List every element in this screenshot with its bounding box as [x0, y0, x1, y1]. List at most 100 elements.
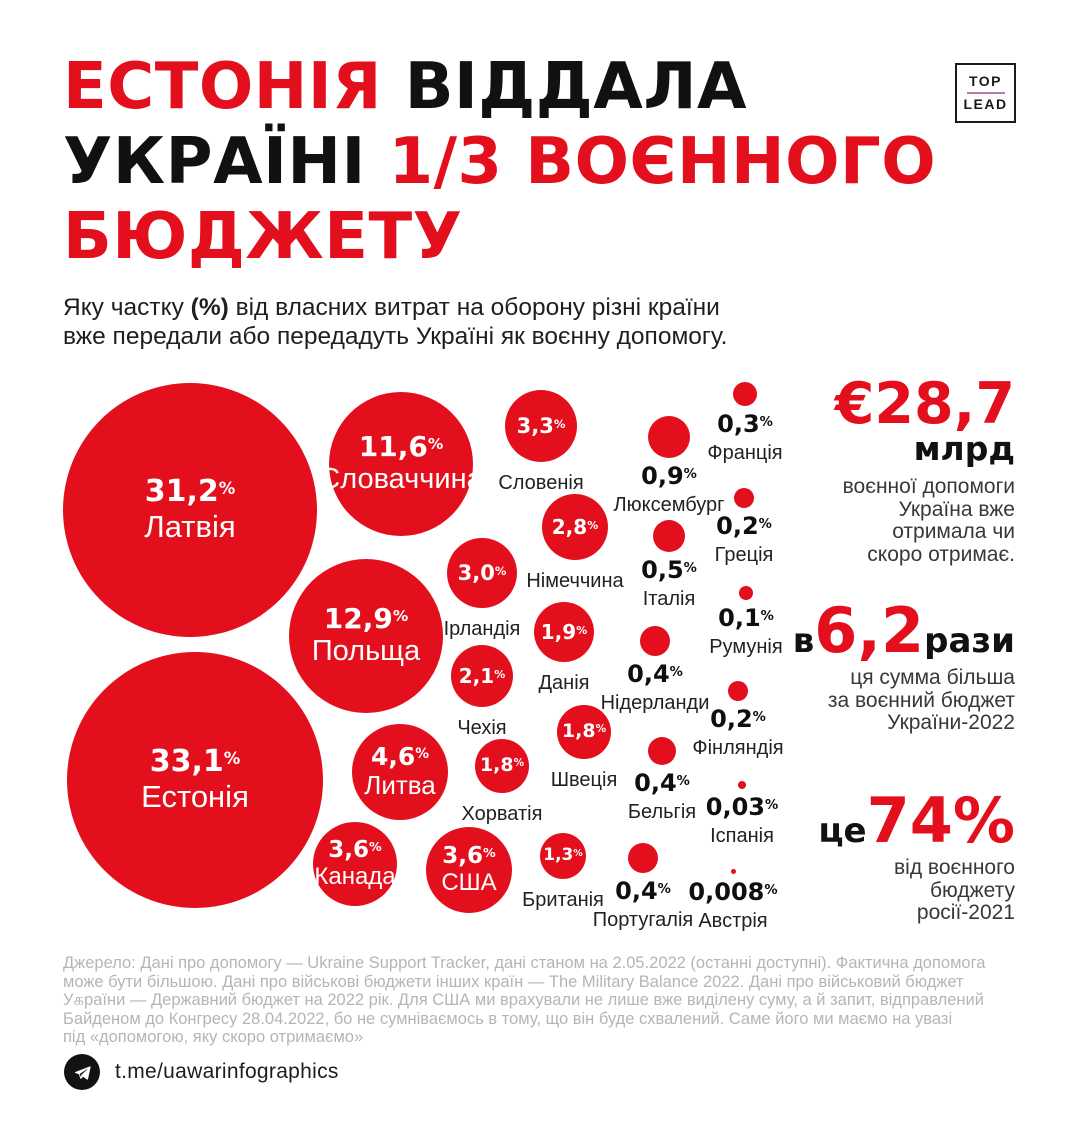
chart-bubble: 2,1% — [451, 645, 513, 707]
bubble-label: 0,4% Бельгія — [552, 770, 772, 823]
source-note: Джерело: Дані про допомогу — Ukraine Sup… — [63, 954, 986, 1047]
bubble-value: 0,4% — [627, 660, 683, 688]
chart-bubble: 1,8% — [557, 705, 611, 759]
toplead-logo-lead: LEAD — [963, 96, 1008, 112]
bubble-label: 0,4% Нідерланди — [545, 661, 765, 714]
bubble-name: Австрія — [698, 909, 768, 932]
percent-sign: % — [683, 561, 697, 577]
percent-sign: % — [764, 882, 778, 898]
percent-sign: % — [758, 517, 772, 533]
percent-sign: % — [573, 848, 583, 860]
percent-sign: % — [223, 748, 241, 768]
title-word-red: ЕСТОНІЯ — [63, 50, 382, 124]
bubble-name: Латвія — [144, 509, 236, 545]
bubble-value: 0,3% — [717, 410, 773, 438]
chart-bubble — [628, 843, 658, 873]
bubble-label: Хорватія — [392, 803, 612, 825]
stat-prefix: це — [818, 811, 867, 851]
stat-total-aid-value: €28,7 — [834, 371, 1015, 437]
percent-sign: % — [683, 467, 697, 483]
bubble-chart: 31,2% Латвія 33,1% Естонія 11,6% Словаччина 12… — [63, 382, 784, 932]
percent-sign: % — [427, 435, 444, 454]
chart-bubble: 3,0% — [447, 538, 517, 608]
percent-sign: % — [752, 710, 766, 726]
telegram-row: t.me/uawarinfographics — [64, 1054, 339, 1090]
bubble-value: 0,4% — [634, 769, 690, 797]
bubble-label: Швеція — [474, 769, 694, 791]
bubble-value: 1,9% — [540, 619, 588, 644]
page-title-line-1: ЕСТОНІЯ ВІДДАЛА — [63, 50, 936, 125]
bubble-text: 33,1% Естонія — [141, 743, 249, 815]
subtitle-text: Яку частку — [63, 294, 191, 321]
stat-russia-budget-value: 74% — [866, 784, 1015, 857]
chart-bubble — [730, 868, 736, 874]
bubble-value: 0,5% — [641, 556, 697, 584]
bubble-text: 12,9% Польща — [312, 603, 420, 669]
title-word-black: УКРАЇНІ — [63, 125, 389, 199]
bubble-value: 3,0% — [457, 560, 507, 585]
title-word-red: 1/3 ВОЄННОГО — [388, 125, 937, 199]
bubble-name: Чехія — [457, 717, 507, 739]
percent-sign: % — [657, 882, 671, 898]
bubble-label: Британія — [453, 889, 673, 911]
bubble-value: 2,1% — [458, 663, 506, 688]
chart-bubble — [734, 488, 754, 508]
bubble-name: Ірландія — [443, 618, 521, 640]
subtitle-bold-percent: (%) — [190, 294, 229, 321]
percent-sign: % — [587, 518, 599, 532]
stat-prefix: в — [792, 621, 815, 661]
percent-sign: % — [494, 563, 507, 578]
bubble-text: 3,3% — [517, 414, 566, 438]
bubble-label: 0,03% Іспанія — [632, 794, 852, 847]
bubble-name: Румунія — [709, 636, 783, 658]
bubble-value: 1,3% — [543, 845, 583, 866]
chart-bubble — [640, 626, 670, 656]
bubble-label: 0,3% Франція — [635, 411, 855, 464]
chart-bubble: 12,9% Польща — [289, 559, 443, 713]
stat-times-budget-desc: ця сумма більша за воєнний бюджет Україн… — [827, 666, 1015, 734]
stat-suffix: рази — [924, 621, 1015, 661]
toplead-logo-divider — [966, 92, 1005, 94]
bubble-label: Німеччина — [465, 570, 685, 592]
percent-sign: % — [759, 415, 773, 431]
bubble-name: Італія — [642, 588, 696, 610]
percent-sign: % — [669, 665, 683, 681]
bubble-value: 1,8% — [561, 720, 607, 743]
chart-bubble — [738, 781, 746, 789]
bubble-label: 0,5% Італія — [559, 557, 779, 610]
bubble-label: 0,2% Фінляндія — [628, 706, 848, 759]
stat-total-aid-desc: воєнної допомоги Україна вже отримала чи… — [842, 475, 1015, 566]
bubble-value: 0,008% — [688, 877, 778, 906]
bubble-value: 2,8% — [551, 514, 599, 539]
percent-sign: % — [415, 746, 430, 763]
bubble-value: 3,6% — [328, 836, 382, 863]
chart-bubble: 31,2% Латвія — [63, 383, 317, 637]
bubble-name: Естонія — [141, 779, 249, 815]
subtitle: Яку частку (%) від власних витрат на обо… — [63, 293, 727, 351]
bubble-label: Данія — [454, 672, 674, 694]
chart-bubble: 1,8% — [475, 739, 529, 793]
bubble-text: 3,6% США — [441, 843, 496, 897]
bubble-name: Іспанія — [710, 825, 774, 847]
chart-bubble: 3,6% Канада — [313, 822, 397, 906]
bubble-value: 33,1% — [149, 743, 241, 779]
bubble-text: 11,6% Словаччина — [319, 431, 482, 497]
percent-sign: % — [676, 774, 690, 790]
bubble-name: США — [441, 869, 497, 897]
bubble-label: 0,9% Люксембург — [559, 463, 779, 516]
bubble-text: 1,8% — [561, 720, 607, 743]
bubble-name: Греція — [714, 544, 774, 566]
bubble-name: Фінляндія — [692, 737, 784, 759]
chart-bubble — [739, 586, 753, 600]
bubble-name: Нідерланди — [600, 692, 710, 714]
bubble-value: 0,4% — [615, 877, 671, 905]
title-word-black: ВІДДАЛА — [381, 50, 747, 124]
bubble-label: 0,4% Португалія — [533, 878, 753, 931]
chart-bubble: 2,8% — [542, 494, 608, 560]
percent-sign: % — [576, 623, 588, 637]
stat-total-aid-unit: млрд — [913, 429, 1015, 468]
percent-sign: % — [553, 416, 566, 431]
chart-bubble: 4,6% Литва — [352, 724, 448, 820]
bubble-name: Франція — [707, 442, 783, 464]
